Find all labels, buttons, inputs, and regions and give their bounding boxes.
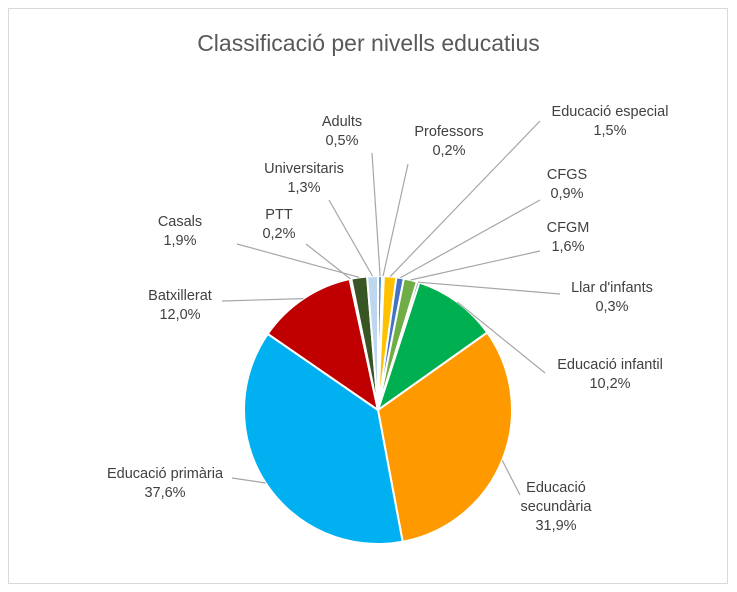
chart-title: Classificació per nivells educatius	[197, 30, 540, 56]
slice-label: CFGM 1,6%	[547, 220, 590, 255]
leader-line	[456, 301, 546, 374]
slice-label: Professors 0,2%	[414, 124, 483, 159]
pie-slice-educaci-prim-ria	[243, 332, 404, 545]
slice-label: Universitaris 1,3%	[264, 161, 344, 196]
pie-slice-universitaris	[365, 274, 379, 411]
leader-lines	[221, 120, 561, 496]
slice-label: CFGS 0,9%	[547, 167, 587, 202]
leader-line	[231, 477, 266, 484]
slice-label: Educació especial 1,5%	[552, 104, 669, 139]
slice-label: Adults 0,5%	[322, 114, 362, 149]
slice-label: Educació secundària 31,9%	[521, 480, 593, 534]
leader-line	[236, 243, 360, 278]
leader-line	[389, 120, 541, 277]
pie-slices	[243, 274, 513, 545]
leader-line	[328, 199, 374, 277]
pie-slice-batxillerat	[266, 277, 380, 413]
leader-line	[501, 459, 521, 496]
slice-label: Educació primària 37,6%	[107, 466, 224, 501]
leader-line	[221, 298, 304, 302]
slice-label: Batxillerat 12,0%	[148, 288, 212, 323]
slice-labels: Adults 0,5% Professors 0,2% Educació especia…	[107, 104, 668, 534]
leader-line	[410, 250, 541, 281]
leader-line	[371, 152, 381, 277]
leader-line	[399, 199, 541, 279]
slice-label: PTT 0,2%	[262, 207, 295, 242]
leader-line	[382, 163, 409, 277]
slice-label: Llar d'infants 0,3%	[571, 280, 653, 315]
slice-label: Casals 1,9%	[158, 214, 202, 249]
leader-line	[418, 281, 561, 295]
slice-label: Educació infantil 10,2%	[557, 357, 663, 392]
